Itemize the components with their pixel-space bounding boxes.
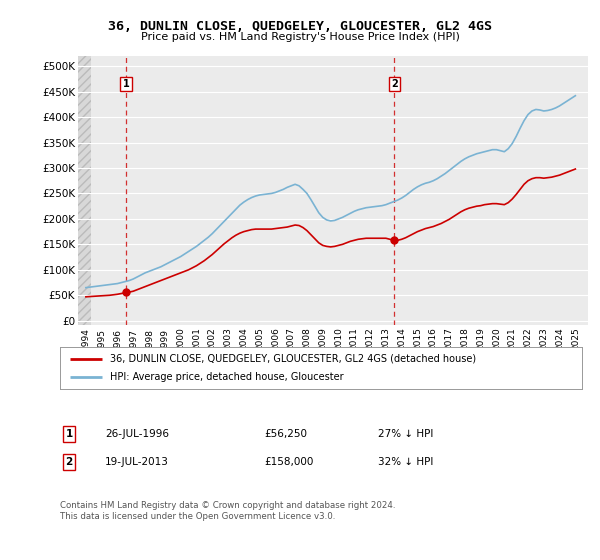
Text: 36, DUNLIN CLOSE, QUEDGELEY, GLOUCESTER, GL2 4GS: 36, DUNLIN CLOSE, QUEDGELEY, GLOUCESTER,…: [108, 20, 492, 32]
Text: HPI: Average price, detached house, Gloucester: HPI: Average price, detached house, Glou…: [110, 372, 343, 382]
Text: 2: 2: [391, 79, 398, 89]
Text: £56,250: £56,250: [264, 429, 307, 439]
Text: 26-JUL-1996: 26-JUL-1996: [105, 429, 169, 439]
Text: 27% ↓ HPI: 27% ↓ HPI: [378, 429, 433, 439]
Text: 36, DUNLIN CLOSE, QUEDGELEY, GLOUCESTER, GL2 4GS (detached house): 36, DUNLIN CLOSE, QUEDGELEY, GLOUCESTER,…: [110, 354, 476, 364]
Text: 1: 1: [65, 429, 73, 439]
Text: 19-JUL-2013: 19-JUL-2013: [105, 457, 169, 467]
Bar: [78, 56, 91, 325]
Text: £158,000: £158,000: [264, 457, 313, 467]
Text: 32% ↓ HPI: 32% ↓ HPI: [378, 457, 433, 467]
Text: 2: 2: [65, 457, 73, 467]
Text: Price paid vs. HM Land Registry's House Price Index (HPI): Price paid vs. HM Land Registry's House …: [140, 32, 460, 43]
Text: 1: 1: [123, 79, 130, 89]
Text: Contains HM Land Registry data © Crown copyright and database right 2024.
This d: Contains HM Land Registry data © Crown c…: [60, 501, 395, 521]
